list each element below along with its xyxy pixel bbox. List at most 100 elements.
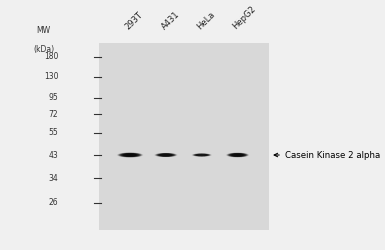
- Ellipse shape: [195, 154, 209, 156]
- Ellipse shape: [128, 154, 132, 156]
- Ellipse shape: [229, 153, 246, 157]
- Ellipse shape: [233, 154, 243, 156]
- Ellipse shape: [126, 154, 134, 156]
- Ellipse shape: [234, 154, 241, 156]
- Ellipse shape: [234, 154, 241, 156]
- Ellipse shape: [124, 154, 137, 156]
- Ellipse shape: [235, 154, 240, 156]
- Ellipse shape: [199, 154, 205, 156]
- Ellipse shape: [194, 154, 209, 156]
- Ellipse shape: [231, 154, 244, 156]
- Ellipse shape: [159, 154, 173, 156]
- Ellipse shape: [155, 153, 177, 157]
- Ellipse shape: [122, 154, 138, 156]
- Text: 293T: 293T: [124, 10, 145, 31]
- Ellipse shape: [126, 154, 134, 156]
- Ellipse shape: [160, 154, 172, 156]
- Ellipse shape: [161, 154, 171, 156]
- Ellipse shape: [194, 154, 210, 156]
- Ellipse shape: [198, 154, 206, 156]
- Ellipse shape: [159, 154, 173, 156]
- Ellipse shape: [122, 154, 138, 156]
- Ellipse shape: [230, 154, 245, 156]
- Ellipse shape: [192, 154, 211, 156]
- Ellipse shape: [156, 153, 175, 157]
- Ellipse shape: [117, 152, 142, 158]
- Ellipse shape: [195, 154, 208, 156]
- Ellipse shape: [121, 153, 139, 157]
- Ellipse shape: [198, 154, 206, 156]
- Ellipse shape: [234, 154, 241, 156]
- Ellipse shape: [160, 154, 172, 156]
- Ellipse shape: [121, 153, 139, 157]
- Ellipse shape: [125, 154, 135, 156]
- Ellipse shape: [158, 154, 174, 156]
- Text: 180: 180: [44, 52, 59, 61]
- Ellipse shape: [232, 154, 243, 156]
- Ellipse shape: [157, 153, 175, 157]
- FancyBboxPatch shape: [99, 43, 268, 230]
- Ellipse shape: [198, 154, 206, 156]
- Ellipse shape: [124, 154, 136, 156]
- Ellipse shape: [157, 154, 174, 156]
- Ellipse shape: [118, 153, 142, 157]
- Ellipse shape: [227, 153, 248, 157]
- Ellipse shape: [195, 154, 208, 156]
- Ellipse shape: [231, 154, 244, 156]
- Ellipse shape: [159, 154, 172, 156]
- Text: (kDa): (kDa): [33, 45, 54, 54]
- Ellipse shape: [128, 154, 132, 156]
- Ellipse shape: [228, 153, 247, 157]
- Ellipse shape: [228, 153, 247, 157]
- Ellipse shape: [194, 154, 209, 156]
- Ellipse shape: [199, 154, 204, 156]
- Ellipse shape: [193, 154, 210, 156]
- Ellipse shape: [162, 154, 170, 156]
- Ellipse shape: [162, 154, 170, 156]
- Ellipse shape: [121, 153, 139, 157]
- Text: 34: 34: [49, 174, 59, 183]
- Text: 26: 26: [49, 198, 59, 207]
- Ellipse shape: [193, 154, 211, 156]
- Ellipse shape: [119, 153, 141, 157]
- Ellipse shape: [121, 153, 140, 157]
- Ellipse shape: [196, 154, 207, 156]
- Ellipse shape: [231, 154, 244, 156]
- Ellipse shape: [226, 153, 249, 157]
- Ellipse shape: [233, 154, 242, 156]
- Ellipse shape: [233, 154, 242, 156]
- Ellipse shape: [226, 153, 249, 157]
- Ellipse shape: [197, 154, 206, 156]
- Ellipse shape: [120, 153, 140, 157]
- Ellipse shape: [155, 153, 177, 157]
- Ellipse shape: [117, 152, 143, 158]
- Ellipse shape: [192, 154, 211, 157]
- Ellipse shape: [155, 153, 177, 157]
- Ellipse shape: [232, 154, 243, 156]
- Text: HeLa: HeLa: [195, 10, 217, 31]
- Text: 130: 130: [44, 72, 59, 81]
- Ellipse shape: [236, 155, 239, 156]
- Ellipse shape: [124, 154, 136, 156]
- Ellipse shape: [156, 153, 176, 157]
- Ellipse shape: [193, 154, 211, 156]
- Ellipse shape: [231, 154, 244, 156]
- Ellipse shape: [119, 153, 141, 157]
- Ellipse shape: [196, 154, 207, 156]
- Ellipse shape: [163, 154, 169, 156]
- Ellipse shape: [156, 153, 176, 157]
- Ellipse shape: [196, 154, 207, 156]
- Ellipse shape: [120, 153, 141, 157]
- Text: 55: 55: [49, 128, 59, 137]
- Ellipse shape: [192, 154, 211, 156]
- Ellipse shape: [197, 154, 207, 156]
- Text: MW: MW: [37, 26, 51, 36]
- Ellipse shape: [198, 154, 205, 156]
- Ellipse shape: [162, 154, 169, 156]
- Ellipse shape: [123, 154, 137, 156]
- Ellipse shape: [161, 154, 171, 156]
- Ellipse shape: [162, 154, 169, 156]
- Text: 43: 43: [49, 150, 59, 160]
- Ellipse shape: [194, 154, 209, 156]
- Ellipse shape: [228, 153, 247, 157]
